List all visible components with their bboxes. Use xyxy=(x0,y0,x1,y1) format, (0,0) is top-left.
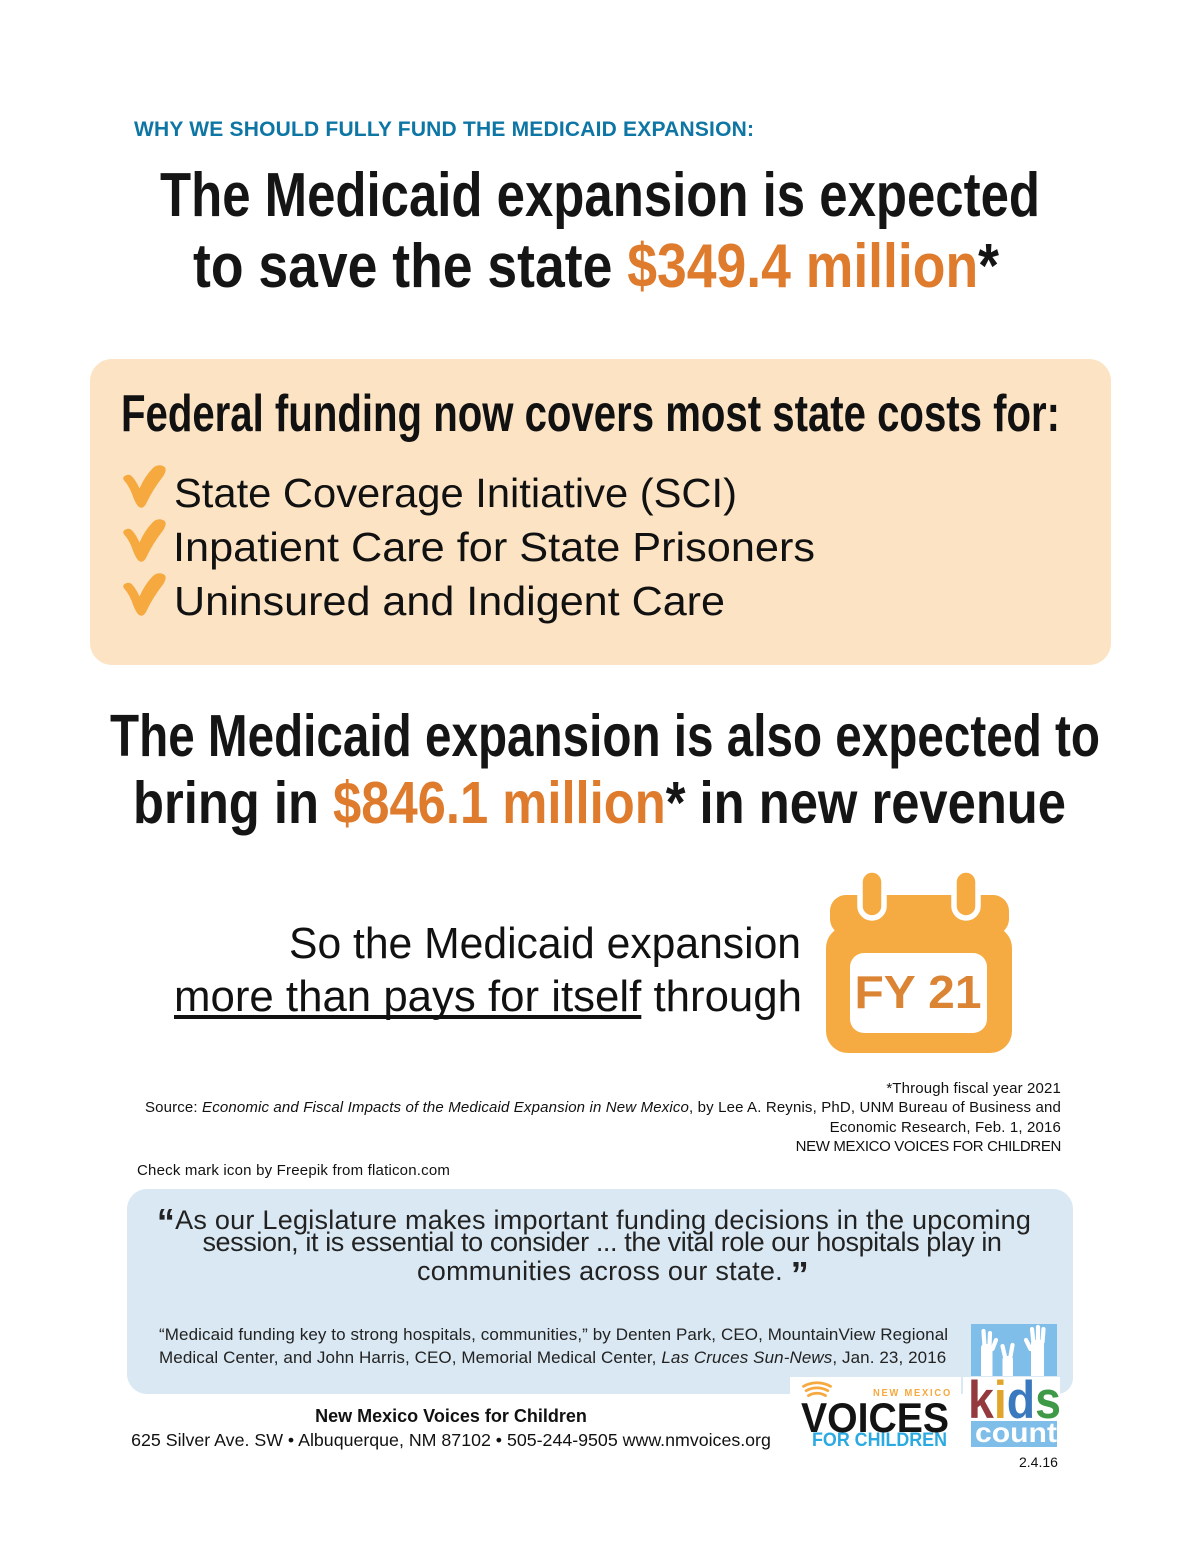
svg-text:FY 21: FY 21 xyxy=(855,966,982,1018)
